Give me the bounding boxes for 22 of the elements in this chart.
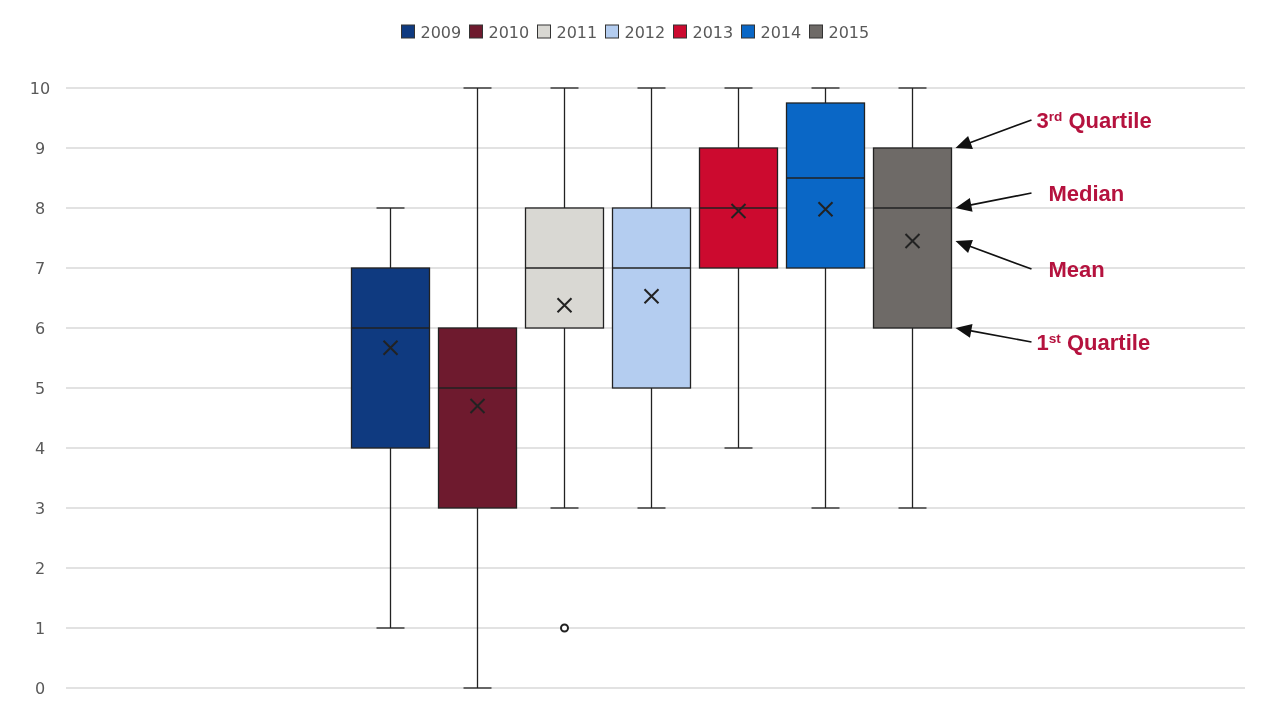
annotation: Median xyxy=(1048,180,1125,206)
y-tick-label: 8 xyxy=(34,198,46,218)
y-tick-label: 5 xyxy=(34,378,46,398)
y-tick-label: 10 xyxy=(29,78,51,98)
y-tick-label: 3 xyxy=(34,498,46,518)
legend-label: 2011 xyxy=(556,22,598,42)
y-tick-label: 4 xyxy=(34,438,46,458)
y-tick-label: 1 xyxy=(34,618,46,638)
legend-label: 2009 xyxy=(420,22,462,42)
y-tick-label: 9 xyxy=(34,138,46,158)
legend-label: 2010 xyxy=(488,22,530,42)
y-tick-label: 0 xyxy=(34,678,46,698)
y-tick-label: 7 xyxy=(34,258,46,278)
annotation: 3$^{rd}$ Quartile xyxy=(1036,107,1152,133)
legend-label: 2012 xyxy=(624,22,666,42)
legend-label: 2014 xyxy=(760,22,802,42)
legend-label: 2013 xyxy=(692,22,734,42)
annotation: 1$^{st}$ Quartile xyxy=(1036,329,1151,355)
y-tick-label: 6 xyxy=(34,318,46,338)
annotation: Mean xyxy=(1048,256,1105,282)
legend-label: 2015 xyxy=(828,22,870,42)
y-tick-label: 2 xyxy=(34,558,46,578)
